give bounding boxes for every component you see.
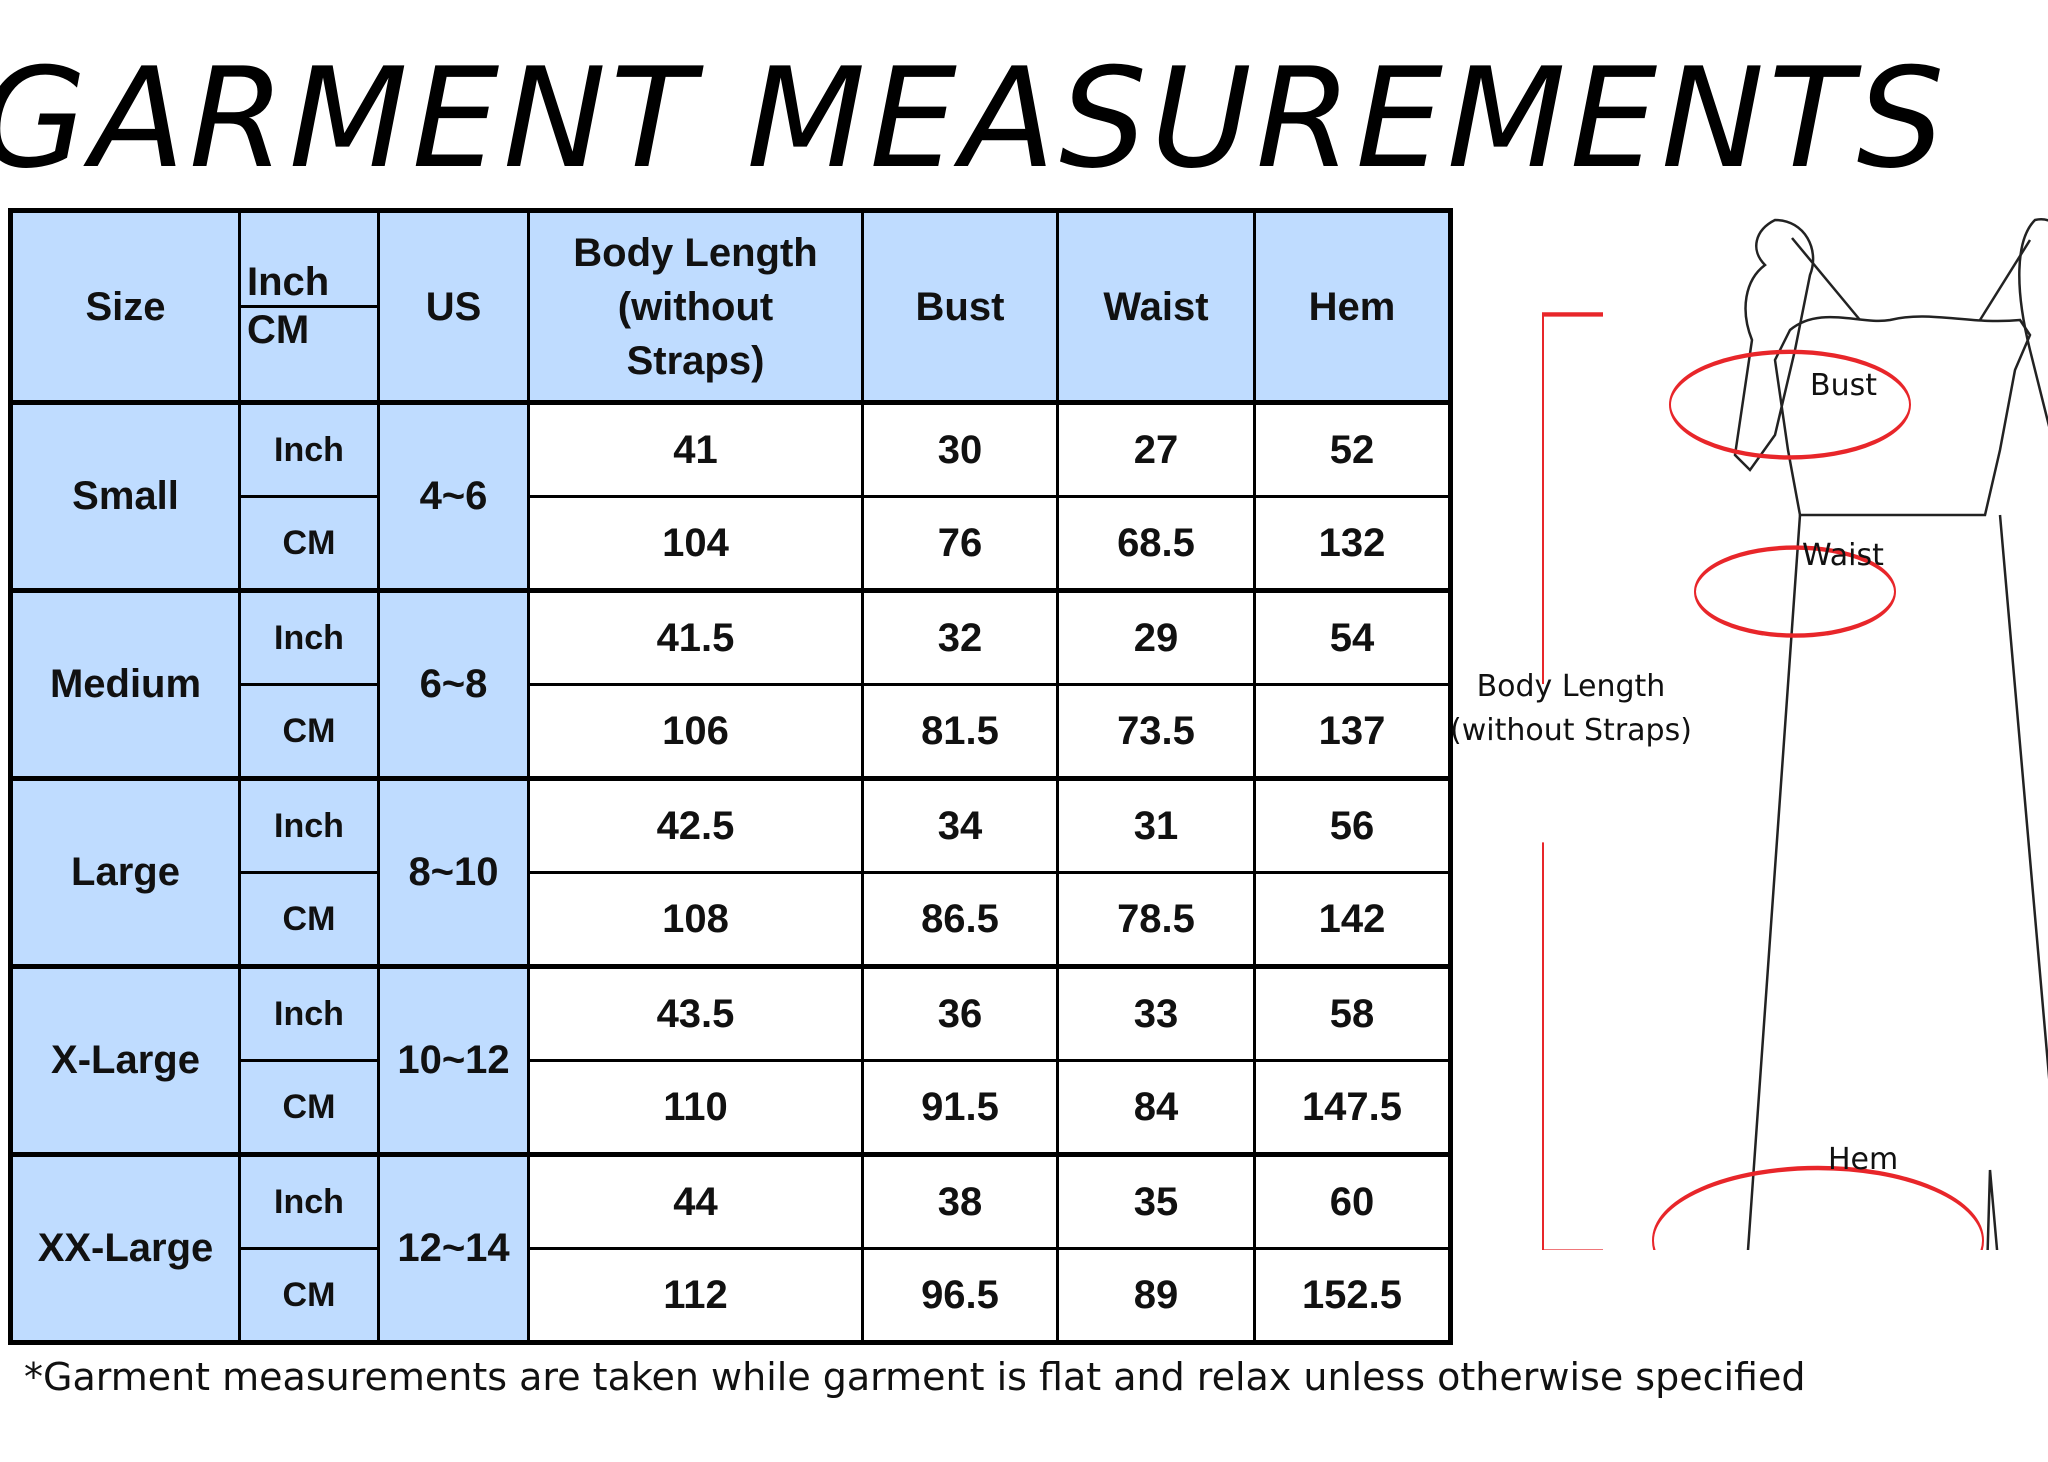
unit-cell: Inch: [238, 1152, 380, 1250]
body-length-cell: 110: [527, 1059, 864, 1156]
size-cell: Large: [9, 776, 241, 968]
waist-label: Waist: [1802, 538, 1884, 573]
bust-cell: 96.5: [861, 1247, 1059, 1344]
waist-cell: 27: [1056, 400, 1256, 498]
size-cell: Small: [9, 400, 241, 592]
hem-cell: 147.5: [1253, 1059, 1452, 1156]
header-unit-inch: Inch: [241, 213, 377, 308]
waist-cell: 84: [1056, 1059, 1256, 1156]
size-cell: Medium: [9, 588, 241, 780]
hem-cell: 56: [1253, 776, 1452, 874]
table-row: CM 108 86.5 78.5 142: [11, 871, 1452, 968]
body-length-cell: 106: [527, 683, 864, 780]
size-cell: X-Large: [9, 964, 241, 1156]
bust-cell: 34: [861, 776, 1059, 874]
body-length-cell: 42.5: [527, 776, 864, 874]
waist-cell: 73.5: [1056, 683, 1256, 780]
header-row: Size Inch CM US Body Length (without Str…: [9, 209, 1452, 404]
table-row: XX-Large Inch 12~14 44 38 35 60: [9, 1152, 1452, 1344]
bust-cell: 91.5: [861, 1059, 1059, 1156]
body-length-cell: 43.5: [527, 964, 864, 1062]
table-row: CM 106 81.5 73.5 137: [11, 683, 1452, 780]
us-size-cell: 6~8: [377, 588, 530, 780]
hem-cell: 58: [1253, 964, 1452, 1062]
bust-cell: 81.5: [861, 683, 1059, 780]
table-row: Large Inch 8~10 42.5 34 31 56: [9, 776, 1452, 968]
us-size-cell: 10~12: [377, 964, 530, 1156]
table-row: Small Inch 4~6 41 30 27 52: [9, 400, 1452, 592]
table-row: CM 112 96.5 89 152.5: [11, 1247, 1452, 1344]
body-length-cell: 108: [527, 871, 864, 968]
hem-cell: 52: [1253, 400, 1452, 498]
header-unit: Inch CM: [238, 209, 380, 404]
unit-cell: Inch: [238, 776, 380, 874]
page-title: GARMENT MEASUREMENTS: [0, 38, 1949, 199]
waist-cell: 78.5: [1056, 871, 1256, 968]
header-bust: Bust: [861, 209, 1059, 404]
table-row: Medium Inch 6~8 41.5 32 29 54: [9, 588, 1452, 780]
table-row: CM 104 76 68.5 132: [11, 495, 1452, 592]
body-length-cell: 44: [527, 1152, 864, 1250]
bust-cell: 30: [861, 400, 1059, 498]
bust-cell: 76: [861, 495, 1059, 592]
unit-cell: CM: [238, 683, 380, 780]
body-length-cell: 41.5: [527, 588, 864, 686]
body-length-cell: 112: [527, 1247, 864, 1344]
body-length-cell: 104: [527, 495, 864, 592]
hem-cell: 152.5: [1253, 1247, 1452, 1344]
header-size: Size: [9, 209, 241, 404]
unit-cell: CM: [238, 1059, 380, 1156]
unit-cell: Inch: [238, 964, 380, 1062]
hem-cell: 132: [1253, 495, 1452, 592]
body-length-cell: 41: [527, 400, 864, 498]
waist-cell: 89: [1056, 1247, 1256, 1344]
bust-cell: 36: [861, 964, 1059, 1062]
unit-cell: CM: [238, 495, 380, 592]
bust-cell: 32: [861, 588, 1059, 686]
header-waist: Waist: [1056, 209, 1256, 404]
us-size-cell: 4~6: [377, 400, 530, 592]
waist-cell: 31: [1056, 776, 1256, 874]
unit-cell: Inch: [238, 588, 380, 686]
unit-cell: CM: [238, 871, 380, 968]
us-size-cell: 12~14: [377, 1152, 530, 1344]
unit-cell: CM: [238, 1247, 380, 1344]
table-row: CM 110 91.5 84 147.5: [11, 1059, 1452, 1156]
bust-cell: 86.5: [861, 871, 1059, 968]
waist-cell: 68.5: [1056, 495, 1256, 592]
hem-cell: 60: [1253, 1152, 1452, 1250]
bust-label: Bust: [1810, 368, 1877, 403]
table-row: X-Large Inch 10~12 43.5 36 33 58: [9, 964, 1452, 1156]
header-us: US: [377, 209, 530, 404]
hem-cell: 137: [1253, 683, 1452, 780]
header-unit-cm: CM: [247, 308, 310, 352]
body-length-bracket: [1542, 312, 1603, 1254]
dress-diagram: Bust Waist Hem Body Length (without Stra…: [1450, 200, 2048, 1347]
waist-cell: 35: [1056, 1152, 1256, 1250]
hem-label: Hem: [1828, 1142, 1899, 1177]
body-length-label-line2: (without Straps): [1450, 713, 1692, 748]
footnote: *Garment measurements are taken while ga…: [24, 1355, 1806, 1399]
body-length-label: Body Length (without Straps): [1450, 665, 1692, 753]
header-hem: Hem: [1253, 209, 1452, 404]
bust-cell: 38: [861, 1152, 1059, 1250]
unit-cell: Inch: [238, 400, 380, 498]
waist-cell: 33: [1056, 964, 1256, 1062]
body-length-label-line1: Body Length: [1476, 669, 1666, 704]
header-body-length: Body Length (without Straps): [527, 209, 864, 404]
us-size-cell: 8~10: [377, 776, 530, 968]
hem-cell: 54: [1253, 588, 1452, 686]
waist-cell: 29: [1056, 588, 1256, 686]
size-cell: XX-Large: [9, 1152, 241, 1344]
size-chart-table: Size Inch CM US Body Length (without Str…: [8, 208, 1453, 1345]
hem-cell: 142: [1253, 871, 1452, 968]
